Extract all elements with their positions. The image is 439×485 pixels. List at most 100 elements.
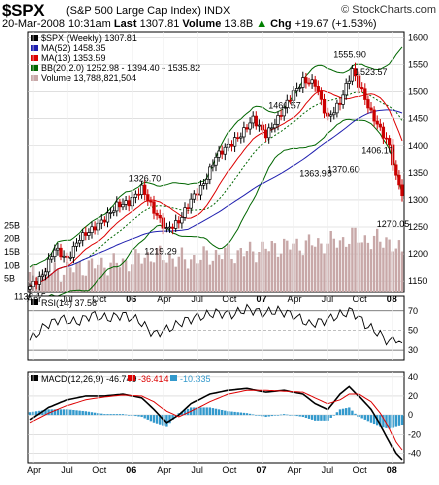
stockcharts-logo[interactable]: © StockCharts.com — [341, 4, 436, 16]
volume-bar — [134, 249, 137, 292]
rsi-tick-label: 30 — [408, 345, 418, 355]
chg-value: +19.67 (+1.53%) — [294, 18, 377, 30]
ticker-symbol: $SPX — [2, 1, 45, 20]
volume-bar — [366, 242, 370, 292]
price-candle — [332, 112, 336, 116]
price-candle — [301, 77, 305, 88]
macd-histogram-bar — [217, 409, 221, 416]
price-candle — [164, 227, 169, 230]
macd-histogram-bar — [286, 414, 289, 416]
price-annotation: 1326.70 — [129, 173, 162, 183]
x-tick-label: Apr — [27, 294, 41, 304]
index-name: (S&P 500 Large Cap Index) INDX — [66, 5, 231, 17]
legend-swatch — [31, 299, 38, 305]
macd-histogram-bar — [348, 407, 351, 416]
macd-histogram-bar — [245, 413, 249, 416]
legend-label: $SPX (Weekly) 1307.81 — [41, 33, 137, 43]
macd-histogram-bar — [258, 415, 261, 416]
volume-bar — [307, 234, 311, 292]
macd-histogram-bar — [369, 415, 373, 423]
x-tick-label: Oct — [353, 465, 368, 475]
macd-histogram-bar — [115, 414, 118, 416]
volume-bar — [183, 259, 187, 292]
legend-swatch — [128, 375, 135, 381]
macd-histogram-bar — [388, 415, 391, 429]
price-candle — [335, 102, 339, 114]
macd-histogram-bar — [180, 411, 184, 416]
legend-swatch — [170, 375, 177, 381]
price-candle — [127, 200, 131, 207]
last-value: 1307.81 — [139, 18, 180, 30]
volume-bar — [106, 275, 109, 292]
macd-histogram-bar — [41, 410, 44, 416]
volume-bar — [276, 256, 280, 292]
volume-bar — [239, 248, 242, 292]
macd-histogram-bar — [199, 407, 202, 416]
price-candle — [400, 184, 404, 197]
macd-histogram-bar — [81, 410, 84, 416]
price-candle — [257, 124, 262, 127]
price-candle — [267, 127, 271, 139]
volume-bar — [279, 253, 283, 292]
volume-bar — [109, 262, 112, 292]
price-candle — [68, 256, 72, 259]
price-candle — [279, 115, 283, 117]
volume-bar — [360, 242, 363, 292]
volume-bar — [202, 246, 205, 292]
legend-swatch — [31, 65, 38, 71]
macd-legend-label: -10.335 — [180, 374, 211, 384]
x-tick-label: Apr — [27, 465, 41, 475]
macd-histogram-bar — [183, 410, 187, 416]
price-candle — [251, 115, 255, 124]
price-tick-label: 1300 — [408, 195, 428, 205]
x-tick-label: 06 — [126, 294, 136, 304]
volume-bar — [90, 258, 94, 292]
price-candle — [201, 183, 206, 186]
macd-histogram-bar — [47, 409, 50, 416]
volume-bar — [298, 250, 301, 292]
price-candle — [329, 114, 333, 117]
price-candle — [143, 184, 147, 195]
legend-swatch — [31, 75, 38, 81]
volume-bar — [286, 240, 289, 292]
price-candle — [347, 80, 351, 84]
x-tick-label: 07 — [257, 465, 267, 475]
volume-bar — [75, 262, 78, 292]
x-tick-label: 08 — [387, 465, 397, 475]
price-candle — [232, 137, 237, 147]
price-candle — [136, 193, 141, 196]
macd-tick-label: 0 — [408, 410, 413, 420]
macd-histogram-bar — [143, 415, 146, 419]
volume-bar — [224, 247, 227, 292]
price-annotation: 1555.90 — [333, 49, 366, 59]
volume-bar — [193, 254, 196, 292]
volume-bar — [289, 249, 292, 292]
macd-histogram-bar — [186, 408, 190, 416]
macd-histogram-bar — [317, 415, 320, 421]
price-tick-label: 1200 — [408, 249, 428, 259]
volume-tick-label: 10B — [4, 260, 20, 270]
x-tick-label: Jul — [322, 465, 334, 475]
macd-histogram-bar — [109, 414, 112, 416]
price-candle — [319, 91, 324, 100]
macd-histogram-bar — [341, 408, 345, 416]
volume-bar — [152, 262, 156, 292]
macd-histogram-bar — [310, 415, 314, 420]
macd-histogram-bar — [298, 415, 301, 417]
macd-histogram-bar — [90, 412, 94, 416]
volume-bar — [81, 275, 84, 292]
volume-bar — [214, 250, 218, 292]
price-candle — [46, 258, 51, 273]
price-candle — [93, 226, 97, 231]
price-candle — [149, 200, 153, 203]
macd-histogram-bar — [149, 415, 153, 422]
volume-bar — [314, 246, 317, 292]
macd-histogram-bar — [366, 415, 370, 422]
volume-bar — [87, 260, 91, 292]
macd-histogram-bar — [100, 413, 103, 416]
volume-bar — [41, 273, 44, 292]
macd-histogram-bar — [93, 412, 97, 416]
price-candle — [350, 68, 355, 82]
macd-histogram-bar — [168, 415, 171, 424]
macd-histogram-bar — [323, 415, 326, 421]
